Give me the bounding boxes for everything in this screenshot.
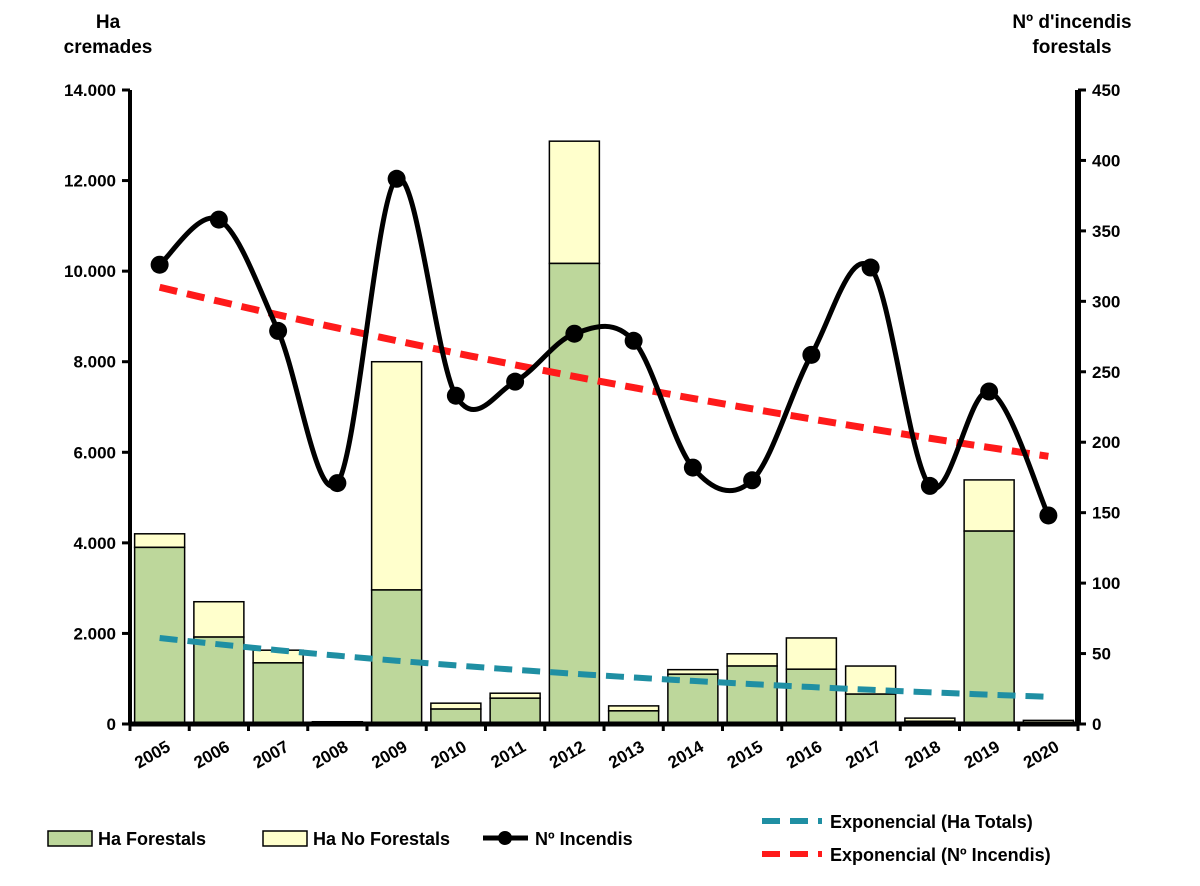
x-tick-label: 2019 [961, 737, 1003, 772]
legend-label-forestals: Ha Forestals [98, 829, 206, 849]
marker-incendis [920, 476, 939, 495]
x-tick-label: 2018 [902, 737, 944, 772]
y-tick-label: 14.000 [64, 81, 116, 100]
y-axis-title: cremades [64, 37, 153, 58]
y2-tick-label: 50 [1092, 645, 1111, 664]
y-tick-label: 10.000 [64, 262, 116, 281]
trendline [159, 634, 1049, 700]
bar-ha-no-forestals [963, 479, 1015, 532]
bar-ha-forestals [489, 697, 541, 725]
bar-ha-no-forestals [785, 637, 838, 670]
legend-swatch-forestals [47, 830, 93, 847]
x-tick-label: 2011 [488, 737, 529, 772]
y2-tick-label: 100 [1092, 574, 1120, 593]
bar-ha-forestals [785, 668, 838, 725]
marker-incendis [565, 324, 584, 343]
x-tick-label: 2008 [309, 737, 351, 772]
bar-ha-forestals [844, 693, 897, 725]
marker-incendis [624, 331, 643, 350]
marker-incendis [506, 372, 525, 391]
marker-incendis [269, 321, 288, 340]
legend-label-incendis: Nº Incendis [535, 829, 633, 849]
x-tick-label: 2007 [250, 737, 292, 772]
y-tick-label: 2.000 [73, 624, 116, 643]
y2-axis-title: forestals [1032, 37, 1111, 58]
x-tick-label: 2016 [783, 737, 825, 772]
bar-ha-no-forestals [193, 600, 245, 638]
x-tick-label: 2010 [428, 737, 470, 772]
y-tick-label: 8.000 [73, 353, 116, 372]
bar-ha-forestals [133, 546, 186, 725]
y2-tick-label: 150 [1092, 504, 1120, 523]
x-tick-label: 2017 [842, 737, 884, 772]
bar-ha-forestals [193, 636, 245, 725]
x-tick-label: 2005 [131, 737, 173, 772]
y-tick-label: 4.000 [73, 534, 116, 553]
marker-incendis [683, 458, 702, 477]
marker-incendis [980, 382, 999, 401]
x-tick-label: 2014 [665, 737, 708, 773]
marker-incendis [743, 471, 762, 490]
bar-ha-no-forestals [430, 702, 482, 710]
y-axis-title: Ha [96, 12, 121, 33]
y2-tick-label: 0 [1092, 715, 1101, 734]
bar-ha-forestals [252, 662, 304, 725]
marker-incendis [387, 169, 406, 188]
y2-tick-label: 450 [1092, 81, 1120, 100]
line-incendis [157, 175, 1051, 517]
trendline [158, 283, 1049, 460]
marker-incendis [209, 210, 228, 229]
x-tick-label: 2012 [546, 737, 588, 772]
y-tick-label: 6.000 [73, 443, 116, 462]
marker-incendis [861, 258, 880, 277]
y2-axis-title: Nº d'incendis [1012, 12, 1131, 33]
bar-ha-no-forestals [726, 653, 778, 667]
legend-label-trendline: Exponencial (Ha Totals) [830, 812, 1033, 832]
x-tick-label: 2020 [1020, 737, 1062, 772]
marker-incendis [150, 255, 169, 274]
marker-incendis [1039, 506, 1058, 525]
bar-ha-no-forestals [133, 533, 186, 549]
bar-ha-forestals [370, 589, 423, 725]
marker-incendis [446, 386, 465, 405]
legend-marker-incendis [498, 831, 512, 845]
legend-label-no-forestals: Ha No Forestals [313, 829, 450, 849]
x-tick-label: 2009 [368, 737, 410, 772]
x-tick-label: 2013 [605, 737, 647, 772]
x-tick-label: 2015 [724, 737, 766, 772]
y2-tick-label: 250 [1092, 363, 1120, 382]
y2-tick-label: 300 [1092, 292, 1120, 311]
bar-ha-no-forestals [548, 140, 601, 265]
y-tick-label: 0 [107, 715, 116, 734]
legend-label-trendline: Exponencial (Nº Incendis) [830, 845, 1051, 865]
marker-incendis [802, 345, 821, 364]
bar-ha-no-forestals [370, 360, 423, 591]
marker-incendis [328, 474, 347, 493]
y2-tick-label: 200 [1092, 433, 1120, 452]
legend-swatch-no-forestals [262, 830, 308, 847]
y-tick-label: 12.000 [64, 172, 116, 191]
y2-tick-label: 400 [1092, 151, 1120, 170]
y2-tick-label: 350 [1092, 222, 1120, 241]
bar-ha-forestals [726, 665, 778, 725]
x-tick-label: 2006 [191, 737, 233, 772]
